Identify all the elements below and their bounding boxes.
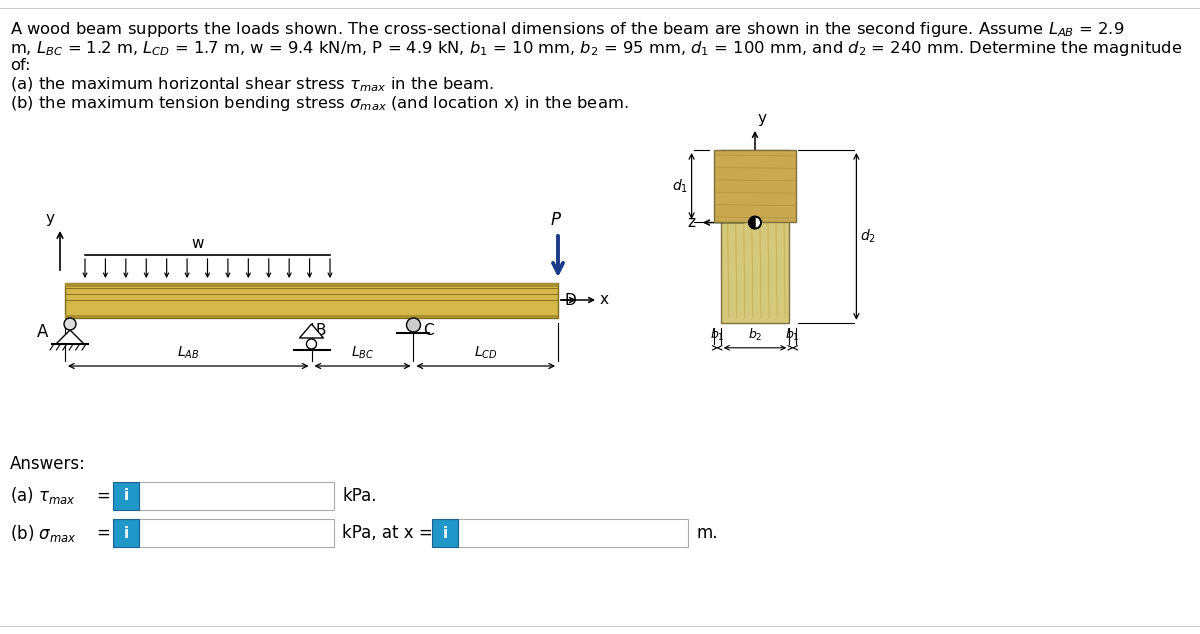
Text: m, $L_{BC}$ = 1.2 m, $L_{CD}$ = 1.7 m, w = 9.4 kN/m, P = 4.9 kN, $b_1$ = 10 mm, : m, $L_{BC}$ = 1.2 m, $L_{CD}$ = 1.7 m, w… <box>10 39 1182 58</box>
Text: P: P <box>551 211 562 229</box>
Text: $L_{BC}$: $L_{BC}$ <box>350 345 374 361</box>
Text: $b_1$: $b_1$ <box>710 327 725 343</box>
Text: $d_2$: $d_2$ <box>860 228 876 245</box>
Text: (b) $\sigma_{max}$: (b) $\sigma_{max}$ <box>10 522 77 543</box>
Text: w: w <box>191 236 204 251</box>
Text: D: D <box>564 293 576 308</box>
Text: =: = <box>96 524 110 542</box>
Text: (a) the maximum horizontal shear stress $\tau_{max}$ in the beam.: (a) the maximum horizontal shear stress … <box>10 76 494 94</box>
Text: $L_{AB}$: $L_{AB}$ <box>178 345 199 361</box>
Text: (b) the maximum tension bending stress $\sigma_{max}$ (and location x) in the be: (b) the maximum tension bending stress $… <box>10 94 629 113</box>
Text: C: C <box>424 323 434 338</box>
Text: $b_1$: $b_1$ <box>786 327 800 343</box>
Text: x: x <box>600 292 610 307</box>
Text: $L_{CD}$: $L_{CD}$ <box>474 345 498 361</box>
Bar <box>432 519 458 547</box>
Text: $d_1$: $d_1$ <box>672 178 688 195</box>
Bar <box>113 519 139 547</box>
Text: =: = <box>96 487 110 505</box>
Text: $b_2$: $b_2$ <box>748 327 762 343</box>
Text: Answers:: Answers: <box>10 455 86 473</box>
Bar <box>139 482 334 510</box>
Circle shape <box>306 339 317 349</box>
Text: i: i <box>124 526 128 541</box>
Bar <box>65 283 558 318</box>
Bar <box>458 519 688 547</box>
Text: kPa.: kPa. <box>342 487 377 505</box>
Polygon shape <box>749 217 755 229</box>
Polygon shape <box>300 324 324 338</box>
Text: y: y <box>46 211 55 226</box>
Text: B: B <box>316 323 326 338</box>
Bar <box>65 283 558 287</box>
Bar <box>714 150 797 222</box>
Text: A: A <box>37 323 48 341</box>
Bar <box>65 315 558 318</box>
Text: (a) $\tau_{max}$: (a) $\tau_{max}$ <box>10 486 76 507</box>
Text: i: i <box>124 489 128 503</box>
Text: kPa, at x =: kPa, at x = <box>342 524 438 542</box>
Bar <box>721 150 790 323</box>
Circle shape <box>407 318 420 332</box>
Circle shape <box>749 217 761 229</box>
Bar <box>113 482 139 510</box>
Text: A wood beam supports the loads shown. The cross-sectional dimensions of the beam: A wood beam supports the loads shown. Th… <box>10 20 1124 39</box>
Text: z: z <box>686 215 695 230</box>
Bar <box>139 519 334 547</box>
Text: i: i <box>443 526 448 541</box>
Circle shape <box>64 318 76 330</box>
Text: m.: m. <box>696 524 718 542</box>
Text: of:: of: <box>10 58 30 73</box>
Polygon shape <box>56 330 84 344</box>
Text: y: y <box>757 111 766 126</box>
